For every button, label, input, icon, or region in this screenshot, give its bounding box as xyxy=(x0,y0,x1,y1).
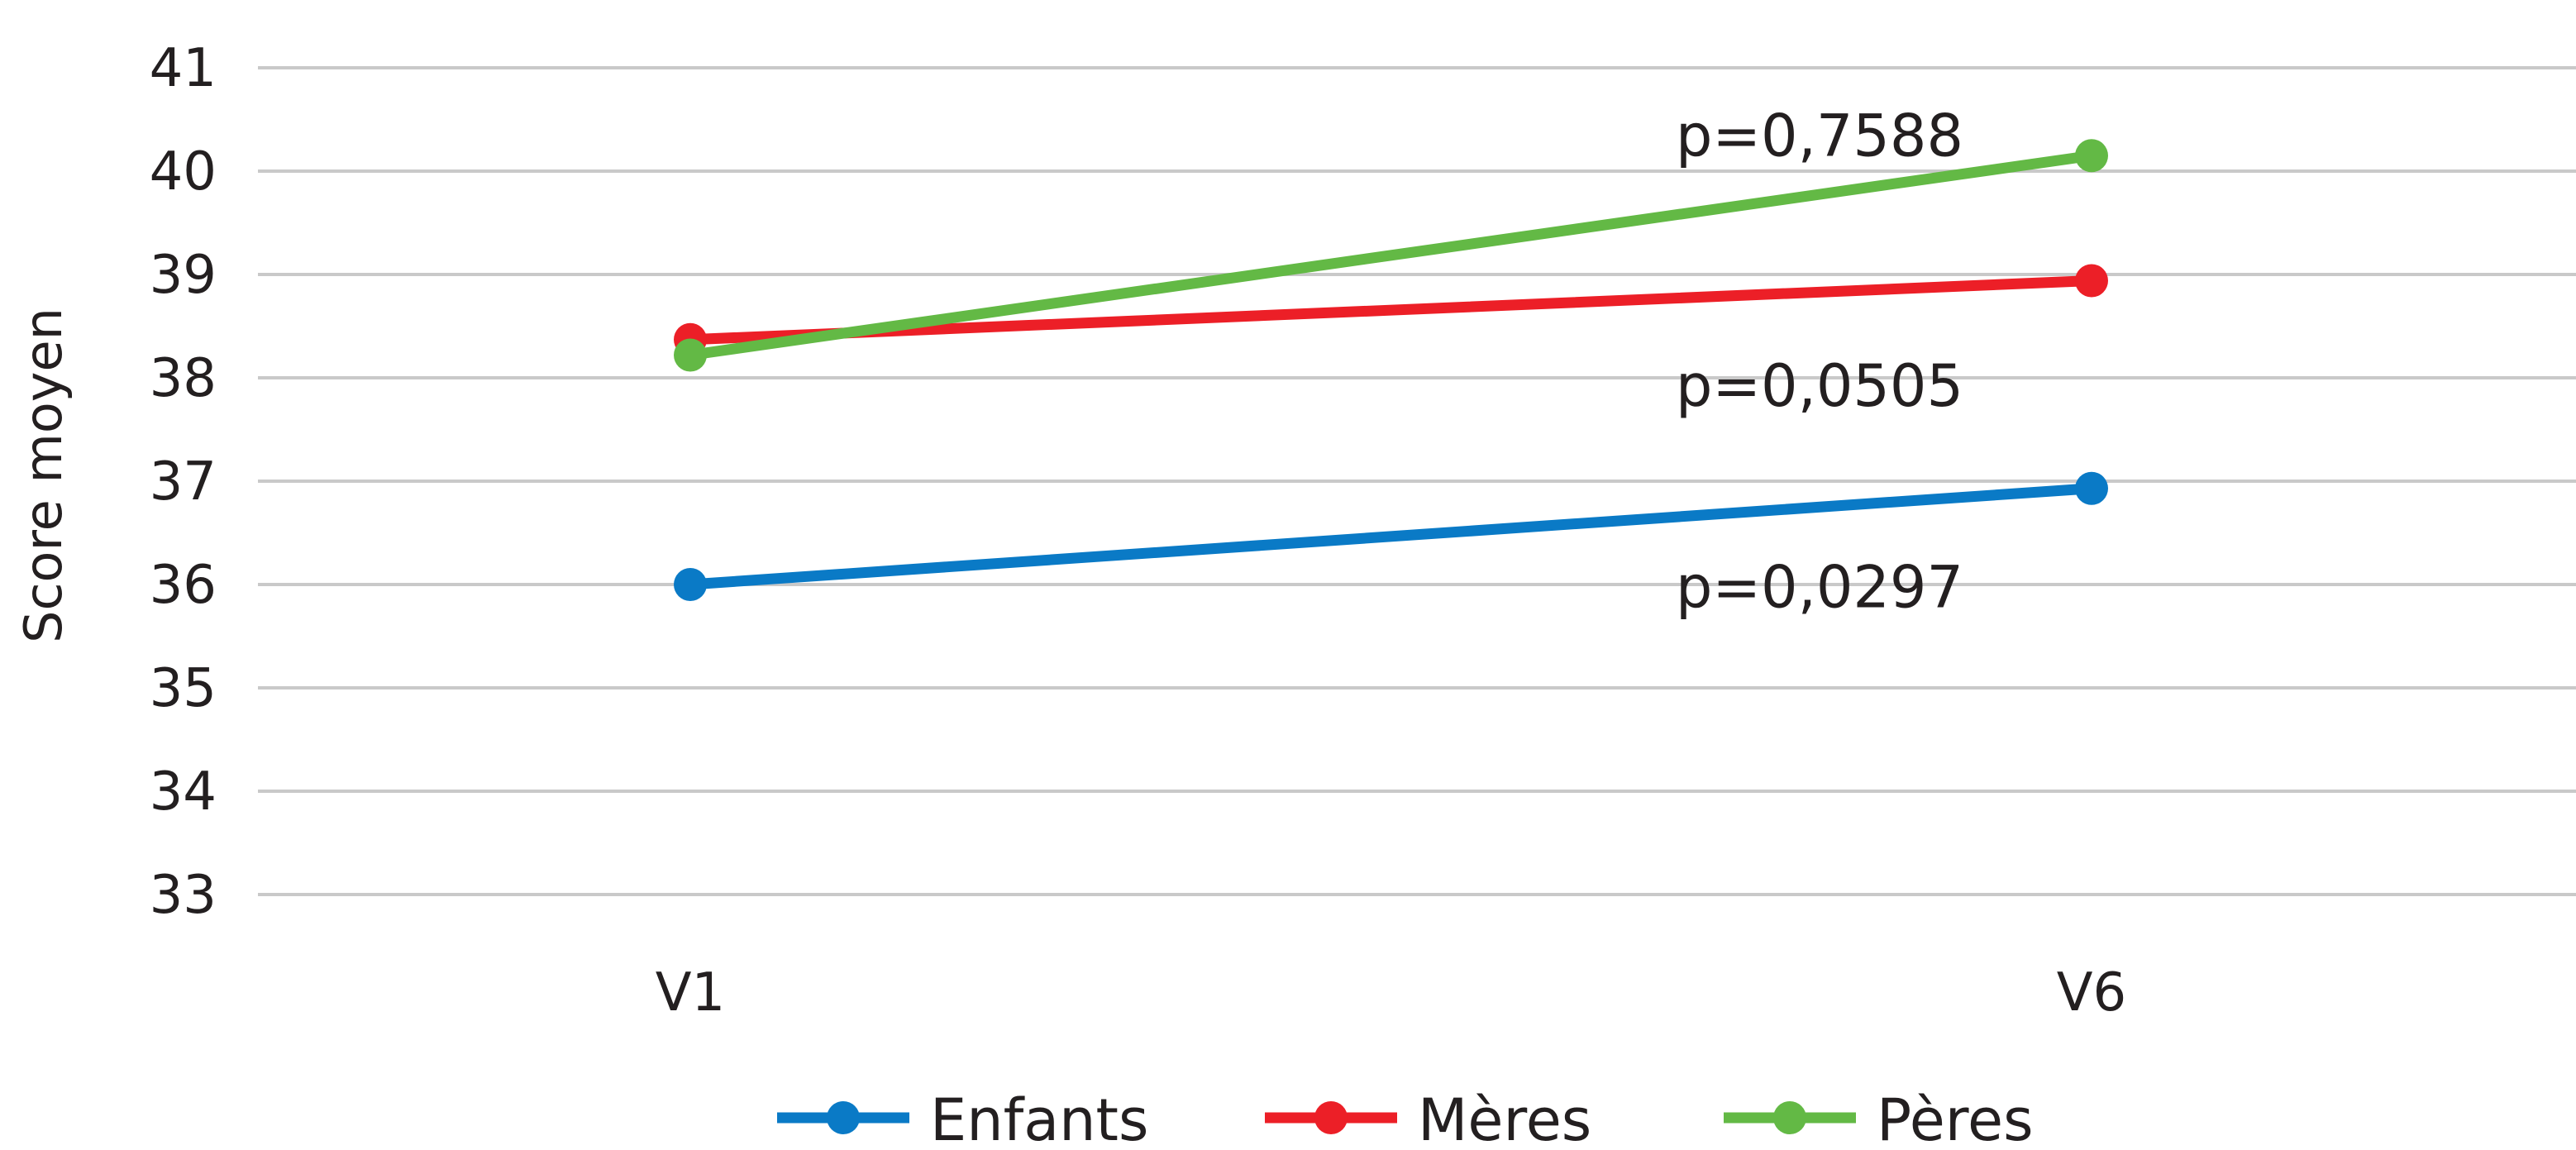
y-tick-label: 36 xyxy=(150,555,217,616)
legend-swatch-marker xyxy=(827,1101,860,1134)
gridlines xyxy=(258,66,2576,896)
legend-label: Pères xyxy=(1877,1086,2034,1150)
x-tick-label: V1 xyxy=(656,962,726,1024)
data-point xyxy=(2075,139,2108,173)
legend-item: Enfants xyxy=(777,1086,1148,1150)
series-line xyxy=(685,275,2097,346)
legend: Enfants Mères Pères xyxy=(777,1086,2034,1150)
data-point xyxy=(674,568,707,601)
y-axis-title: Score moyen xyxy=(13,308,74,643)
series-line xyxy=(685,150,2097,360)
y-tick-label: 37 xyxy=(150,451,217,513)
y-tick-label: 33 xyxy=(150,865,217,926)
y-axis-ticks: 33 34 35 36 37 38 39 40 41 xyxy=(150,38,217,926)
y-tick-label: 40 xyxy=(150,141,217,203)
p-value-label: p=0,0505 xyxy=(1676,352,1963,420)
p-value-annotations: p=0,7588 p=0,0505 p=0,0297 xyxy=(1676,102,1963,621)
legend-item: Pères xyxy=(1724,1086,2034,1150)
data-point xyxy=(2075,471,2108,505)
y-tick-label: 41 xyxy=(150,38,217,99)
series-lines xyxy=(674,139,2108,601)
p-value-label: p=0,0297 xyxy=(1676,554,1963,622)
legend-label: Mères xyxy=(1418,1086,1591,1150)
series-line xyxy=(685,483,2097,590)
data-point xyxy=(674,338,707,372)
legend-swatch-marker xyxy=(1773,1101,1806,1134)
data-point xyxy=(2075,264,2108,298)
x-tick-label: V6 xyxy=(2057,962,2127,1024)
legend-item: Mères xyxy=(1265,1086,1591,1150)
legend-swatch-marker xyxy=(1314,1101,1348,1134)
y-tick-label: 38 xyxy=(150,348,217,409)
y-tick-label: 34 xyxy=(150,761,217,823)
y-tick-label: 35 xyxy=(150,658,217,719)
legend-label: Enfants xyxy=(930,1086,1148,1150)
x-axis-ticks: V1 V6 xyxy=(656,962,2127,1024)
p-value-label: p=0,7588 xyxy=(1676,102,1963,169)
y-tick-label: 39 xyxy=(150,245,217,306)
